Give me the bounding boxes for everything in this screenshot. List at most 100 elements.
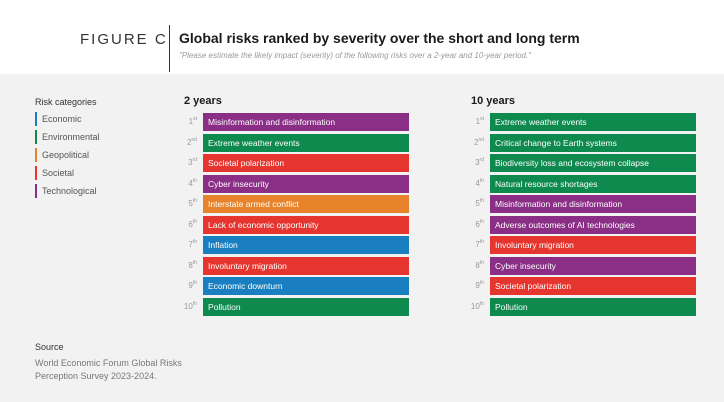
risk-row: 5th Misinformation and disinformation (464, 195, 696, 213)
rank-number: 3 (188, 158, 193, 167)
rank-suffix: st (193, 116, 197, 122)
rank-number: 3 (475, 158, 480, 167)
rank-number: 6 (475, 219, 480, 229)
legend-label: Technological (42, 186, 97, 196)
risk-row: 9th Economic downturn (177, 277, 409, 295)
risk-row: 1st Extreme weather events (464, 113, 696, 131)
rank-suffix: th (479, 218, 484, 225)
rank-suffix: nd (478, 136, 484, 143)
legend-label: Environmental (42, 132, 100, 142)
risk-bar: Cyber insecurity (203, 174, 409, 193)
figure-panel: Risk categories Economic Environmental Geo… (0, 74, 724, 402)
risk-bar: Cyber insecurity (490, 256, 696, 275)
rank-number: 6 (188, 219, 193, 229)
risk-category-legend: Risk categories Economic Environmental Geo… (35, 97, 100, 202)
risk-row: 2nd Extreme weather events (177, 133, 409, 152)
rank-suffix: th (192, 300, 197, 307)
risk-row: 9th Societal polarization (464, 277, 696, 295)
risk-row: 5th Interstate armed conflict (177, 195, 409, 213)
rank-number: 7 (475, 240, 480, 249)
rank-suffix: th (479, 198, 484, 204)
rank-number: 9 (188, 281, 193, 290)
risk-row: 4th Natural resource shortages (464, 174, 696, 193)
risk-bar: Interstate armed conflict (203, 195, 409, 213)
source-text: World Economic Forum Global Risks Percep… (35, 358, 182, 381)
risk-bar: Extreme weather events (203, 133, 409, 152)
legend-label: Geopolitical (42, 150, 90, 160)
risk-bar: Misinformation and disinformation (203, 113, 409, 131)
rank-number: 2 (473, 137, 479, 147)
risk-bar: Misinformation and disinformation (490, 195, 696, 213)
legend-swatch (35, 112, 37, 126)
risk-bar: Biodiversity loss and ecosystem collapse (490, 154, 696, 172)
legend-item-economic: Economic (35, 112, 100, 126)
rank-number: 4 (475, 178, 480, 188)
legend-item-technological: Technological (35, 184, 100, 198)
rank-suffix: st (480, 116, 484, 122)
rank-suffix: th (479, 239, 484, 245)
legend-item-environmental: Environmental (35, 130, 100, 144)
column-title: 2 years (184, 95, 222, 107)
rank-suffix: th (479, 280, 484, 286)
risk-bar: Pollution (203, 297, 409, 316)
rank-label: 2nd (464, 134, 484, 152)
risk-row: 1st Misinformation and disinformation (177, 113, 409, 131)
rank-number: 8 (188, 260, 193, 270)
risk-row: 10th Pollution (177, 297, 409, 316)
risk-row: 7th Involuntary migration (464, 236, 696, 254)
rank-suffix: th (479, 300, 484, 307)
rank-number: 4 (188, 178, 193, 188)
legend-item-societal: Societal (35, 166, 100, 180)
legend-item-geopolitical: Geopolitical (35, 148, 100, 162)
legend-swatch (35, 130, 37, 144)
risk-row: 3rd Biodiversity loss and ecosystem colla… (464, 154, 696, 172)
column-10-years: 10 years 1st Extreme weather events 2nd Cri… (464, 94, 696, 318)
rank-label: 9th (464, 277, 484, 295)
rank-suffix: th (479, 259, 484, 266)
legend-title: Risk categories (35, 97, 97, 107)
rank-label: 8th (177, 257, 197, 275)
rank-suffix: nd (191, 136, 197, 143)
rank-label: 10th (464, 298, 484, 316)
header-divider (169, 25, 170, 72)
rank-number: 1 (475, 117, 481, 126)
risk-bar: Involuntary migration (203, 256, 409, 275)
rank-label: 3rd (177, 154, 197, 172)
rank-label: 6th (177, 216, 197, 234)
rank-suffix: th (192, 280, 197, 286)
risk-row: 10th Pollution (464, 297, 696, 316)
rank-label: 5th (464, 195, 484, 213)
rank-number: 10 (183, 301, 193, 311)
figure-subtitle: "Please estimate the likely impact (seve… (179, 51, 532, 60)
risk-bar: Critical change to Earth systems (490, 133, 696, 152)
rank-suffix: th (192, 177, 197, 184)
risk-row: 8th Involuntary migration (177, 256, 409, 275)
rank-number: 1 (188, 117, 194, 126)
figure-header: FIGURE C Global risks ranked by severity… (0, 0, 724, 74)
rank-suffix: rd (479, 157, 484, 163)
rank-suffix: rd (192, 157, 197, 163)
legend-swatch (35, 148, 37, 162)
rank-suffix: th (192, 198, 197, 204)
rank-number: 5 (475, 199, 480, 208)
risk-bar: Inflation (203, 236, 409, 254)
source-heading: Source (35, 342, 64, 352)
risk-row: 6th Adverse outcomes of AI technologies (464, 215, 696, 234)
rank-label: 1st (177, 113, 197, 131)
rank-suffix: th (479, 177, 484, 184)
risk-row: 2nd Critical change to Earth systems (464, 133, 696, 152)
column-2-years: 2 years 1st Misinformation and disinforma… (177, 94, 409, 318)
rank-label: 5th (177, 195, 197, 213)
figure-title: Global risks ranked by severity over the… (179, 30, 580, 46)
risk-row: 3rd Societal polarization (177, 154, 409, 172)
legend-swatch (35, 184, 37, 198)
rank-label: 10th (177, 298, 197, 316)
rank-suffix: th (192, 218, 197, 225)
rank-label: 7th (177, 236, 197, 254)
rank-label: 8th (464, 257, 484, 275)
column-title: 10 years (471, 95, 516, 107)
risk-bar: Natural resource shortages (490, 174, 696, 193)
rank-label: 1st (464, 113, 484, 131)
legend-label: Societal (42, 168, 75, 178)
risk-bar: Pollution (490, 297, 696, 316)
